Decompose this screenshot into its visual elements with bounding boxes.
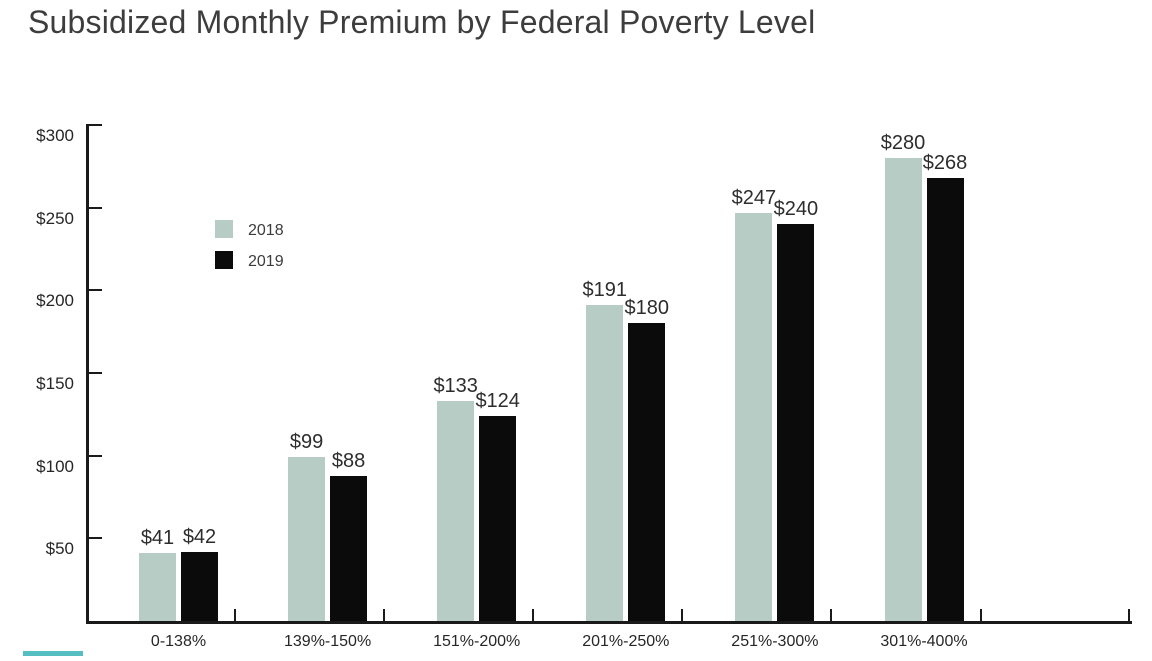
x-axis-line [86,621,1132,624]
value-label-2019-3: $180 [624,297,670,320]
value-label-2019-0: $42 [182,525,217,548]
value-label-2018-3: $191 [582,279,628,302]
x-axis-label-4: 251%-300% [731,633,819,650]
y-axis-label-300: $300 [36,126,74,145]
bar-2018-4 [735,212,773,621]
x-tick-end [1128,609,1130,621]
y-tick [86,206,102,209]
legend-label-2019: 2019 [248,253,284,270]
bar-2018-5 [884,158,922,621]
bar-2018-2 [437,401,475,621]
bar-2018-0 [139,553,176,621]
x-axis-label-0: 0-138% [150,633,207,650]
x-axis-label-3: 201%-250% [582,633,670,650]
y-axis-line [86,125,89,624]
x-tick [681,609,684,621]
y-axis-label-250: $250 [36,208,74,228]
value-label-2019-1: $88 [331,449,366,472]
x-tick [830,609,833,621]
legend-label-2018: 2018 [248,222,284,239]
x-tick [979,609,982,621]
y-tick [86,124,102,126]
teal-accent-bar [23,651,83,656]
y-tick [86,289,102,292]
x-axis-label-5: 301%-400% [880,633,968,650]
value-label-2019-5: $268 [922,151,968,174]
y-axis-label-100: $100 [36,456,74,476]
value-label-2018-2: $133 [433,375,478,398]
x-tick [234,609,236,621]
x-tick [383,609,386,621]
value-label-2018-4: $247 [731,186,777,209]
value-label-2019-4: $240 [773,198,819,221]
chart-title: Subsidized Monthly Premium by Federal Po… [28,4,816,40]
value-label-2019-2: $124 [475,389,520,412]
y-axis-label-150: $150 [36,374,74,393]
bar-2019-3 [628,323,666,621]
value-label-2018-0: $41 [140,527,175,550]
value-label-2018-5: $280 [880,132,926,155]
bar-2019-1 [330,475,368,621]
y-axis-label-200: $200 [36,291,74,311]
y-tick [86,454,102,457]
value-label-2018-1: $99 [289,431,324,454]
y-tick [86,537,102,540]
bar-2019-2 [479,415,517,621]
y-axis-label-50: $50 [45,539,74,559]
y-tick [86,372,102,374]
x-axis-label-1: 139%-150% [284,633,372,650]
bar-2019-4 [777,224,815,621]
x-tick [532,609,535,621]
legend-swatch-2019 [215,251,233,269]
bar-2019-0 [181,551,218,621]
bar-2018-1 [288,457,326,621]
legend-swatch-2018 [215,220,233,238]
bar-2018-3 [586,305,624,621]
x-axis-label-2: 151%-200% [433,633,521,650]
bar-2019-5 [926,177,964,621]
